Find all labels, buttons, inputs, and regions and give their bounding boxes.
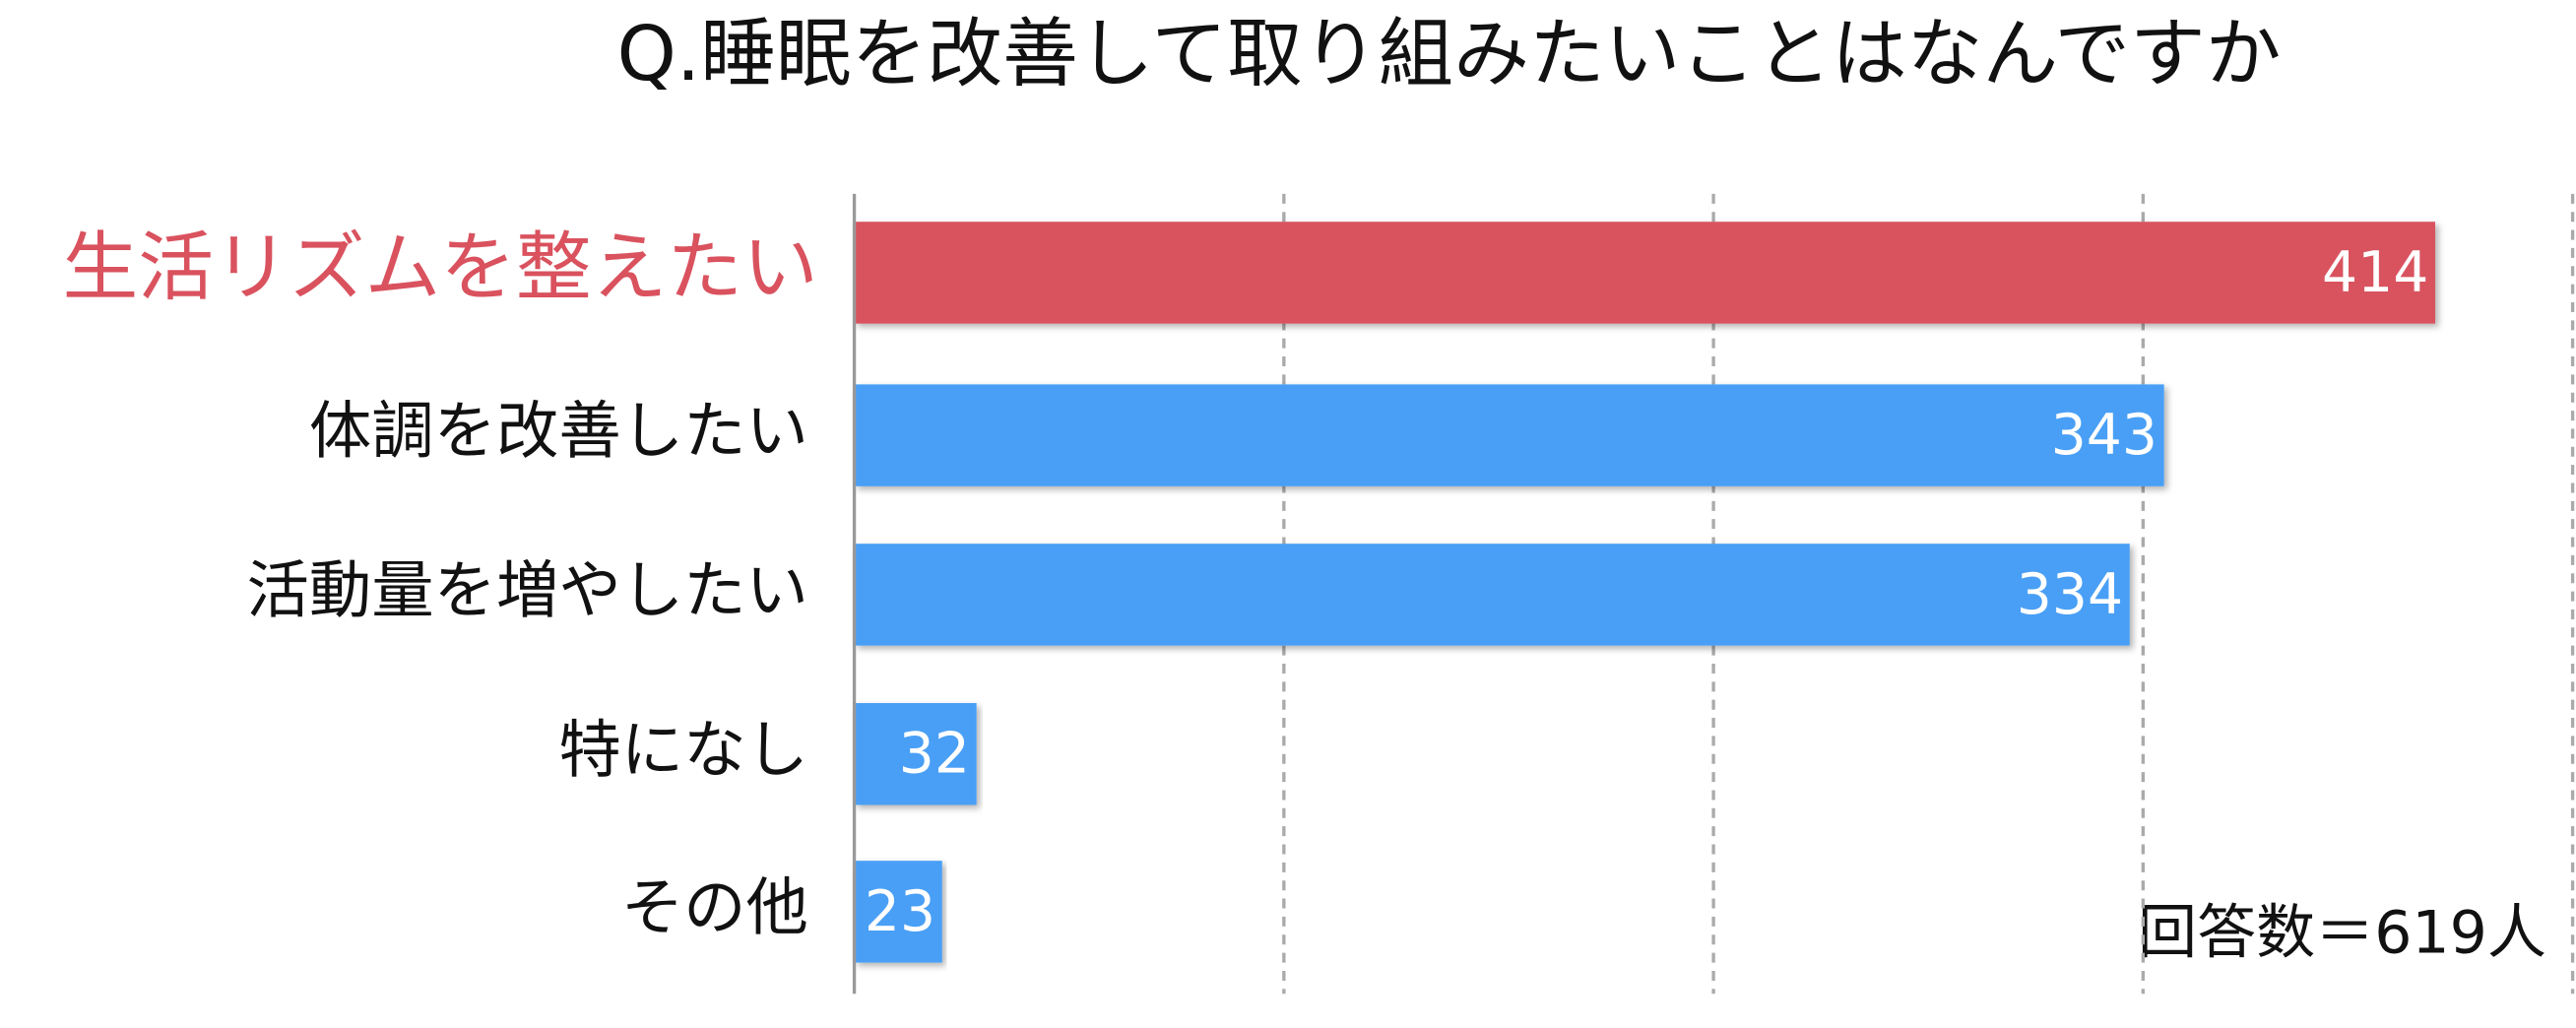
value-label: 343 — [2051, 403, 2157, 468]
value-label: 32 — [899, 722, 970, 787]
value-label: 334 — [2017, 562, 2123, 627]
bar — [854, 222, 2435, 324]
bar — [854, 544, 2130, 646]
value-label: 414 — [2322, 240, 2428, 305]
chart-title: Q.睡眠を改善して取り組みたいことはなんですか — [616, 11, 2281, 98]
category-label: その他 — [621, 870, 808, 943]
category-label: 特になし — [558, 713, 808, 786]
bar — [854, 384, 2164, 486]
annotation: 回答数＝619人 — [2138, 899, 2546, 968]
category-label: 体調を改善したい — [309, 395, 808, 468]
category-label: 活動量を増やしたい — [246, 553, 807, 626]
bar — [854, 703, 977, 805]
bar — [854, 861, 942, 963]
value-label: 23 — [865, 879, 935, 944]
category-label: 生活リズムを整えたい — [63, 225, 818, 312]
